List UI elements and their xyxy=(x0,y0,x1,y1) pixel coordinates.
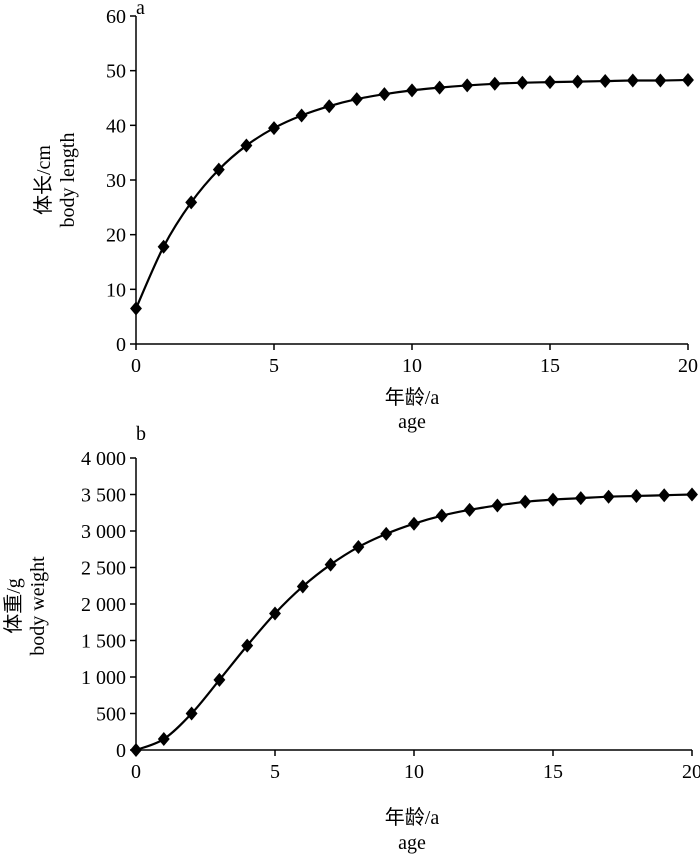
data-point xyxy=(352,540,365,555)
data-point xyxy=(323,99,336,114)
series-markers-b xyxy=(130,487,698,757)
y-tick-label: 2 500 xyxy=(81,558,126,580)
data-point xyxy=(241,638,254,653)
x-tick-label: 20 xyxy=(678,355,698,377)
data-point xyxy=(130,743,142,757)
data-point xyxy=(599,74,612,89)
x-tick-label: 20 xyxy=(682,761,700,783)
data-point xyxy=(350,92,363,107)
data-point xyxy=(380,526,393,541)
data-point xyxy=(130,301,142,316)
data-point xyxy=(519,494,532,509)
y-axis-title-a: 体长/cm body length xyxy=(32,133,79,228)
x-tick-label: 10 xyxy=(402,355,422,377)
data-point xyxy=(269,606,281,621)
data-point xyxy=(185,195,198,210)
data-point xyxy=(295,108,308,123)
y-tick-label: 50 xyxy=(106,61,126,83)
series-markers-a xyxy=(130,72,694,316)
data-point xyxy=(157,239,170,254)
y-tick-label: 3 000 xyxy=(81,521,126,543)
data-point xyxy=(433,80,446,95)
y-tick-label: 30 xyxy=(106,170,126,192)
data-point xyxy=(488,76,501,91)
axes-a xyxy=(130,15,689,350)
data-point xyxy=(626,73,639,88)
y-axis-title-en-b: body weight xyxy=(27,556,49,656)
data-point xyxy=(240,138,253,153)
panel-label-a: a xyxy=(136,0,145,19)
x-tick-label: 10 xyxy=(404,761,424,783)
series-line-a xyxy=(134,78,689,309)
data-point xyxy=(491,498,504,513)
x-tick-label: 0 xyxy=(131,355,141,377)
y-tick-label: 500 xyxy=(96,704,126,726)
data-point xyxy=(408,516,420,531)
y-tick-label: 2 000 xyxy=(81,594,126,616)
y-tick-label: 4 000 xyxy=(81,448,126,470)
y-axis-title-en-a: body length xyxy=(57,133,79,228)
data-point xyxy=(268,121,280,136)
data-point xyxy=(406,83,418,98)
y-axis-title-cn-b: 体重/g xyxy=(2,578,25,634)
x-tick-labels-a: 0 5 10 15 20 xyxy=(131,355,698,377)
x-axis-title-en-b: age xyxy=(398,832,426,854)
data-point xyxy=(630,488,643,503)
y-tick-label: 0 xyxy=(116,740,126,762)
y-tick-label: 60 xyxy=(106,6,126,28)
x-axis-title-en-a: age xyxy=(398,411,426,433)
data-point xyxy=(435,508,448,523)
data-point xyxy=(212,162,225,177)
x-axis-title-cn-b: 年龄/a xyxy=(385,806,440,829)
data-point xyxy=(547,492,559,507)
x-tick-label: 15 xyxy=(543,761,563,783)
data-point xyxy=(378,87,391,102)
y-tick-label: 10 xyxy=(106,279,126,301)
series-line-b xyxy=(135,493,693,752)
y-axis-title-b: 体重/g body weight xyxy=(2,556,49,656)
data-point xyxy=(654,73,667,88)
chart-panel-a: a 0 10 20 30 40 50 60 0 5 10 15 20 体长/cm body leng… xyxy=(32,0,698,433)
x-tick-label: 15 xyxy=(540,355,560,377)
data-point xyxy=(324,557,337,572)
x-tick-label: 5 xyxy=(269,355,279,377)
x-tick-labels-b: 0 5 10 15 20 xyxy=(131,761,700,783)
y-tick-label: 1 000 xyxy=(81,667,126,689)
y-tick-label: 20 xyxy=(106,225,126,247)
data-point xyxy=(213,672,226,687)
data-point xyxy=(571,74,584,89)
data-point xyxy=(682,72,694,87)
y-tick-labels-b: 0 500 1 000 1 500 2 000 2 500 3 000 3 500 4 000 xyxy=(81,448,126,762)
y-axis-title-cn-a: 体长/cm xyxy=(32,145,55,215)
y-tick-label: 3 500 xyxy=(81,485,126,507)
data-point xyxy=(686,487,698,502)
y-tick-label: 1 500 xyxy=(81,631,126,653)
data-point xyxy=(463,502,476,517)
y-tick-label: 0 xyxy=(116,334,126,356)
x-tick-label: 0 xyxy=(131,761,141,783)
data-point xyxy=(544,75,556,90)
data-point xyxy=(461,78,474,93)
panel-label-b: b xyxy=(136,423,146,445)
data-point xyxy=(296,579,309,594)
x-axis-title-cn-a: 年龄/a xyxy=(385,386,440,409)
x-tick-label: 5 xyxy=(270,761,280,783)
data-point xyxy=(658,488,671,503)
data-point xyxy=(574,491,587,506)
data-point xyxy=(516,75,529,90)
y-tick-label: 40 xyxy=(106,115,126,137)
chart-panel-b: b 0 500 1 000 1 500 2 000 2 500 3 000 3 500 4 00… xyxy=(2,423,700,854)
axes-b xyxy=(130,457,693,756)
data-point xyxy=(185,706,198,721)
data-point xyxy=(602,489,615,504)
y-tick-labels-a: 0 10 20 30 40 50 60 xyxy=(106,6,126,356)
data-point xyxy=(157,732,170,747)
